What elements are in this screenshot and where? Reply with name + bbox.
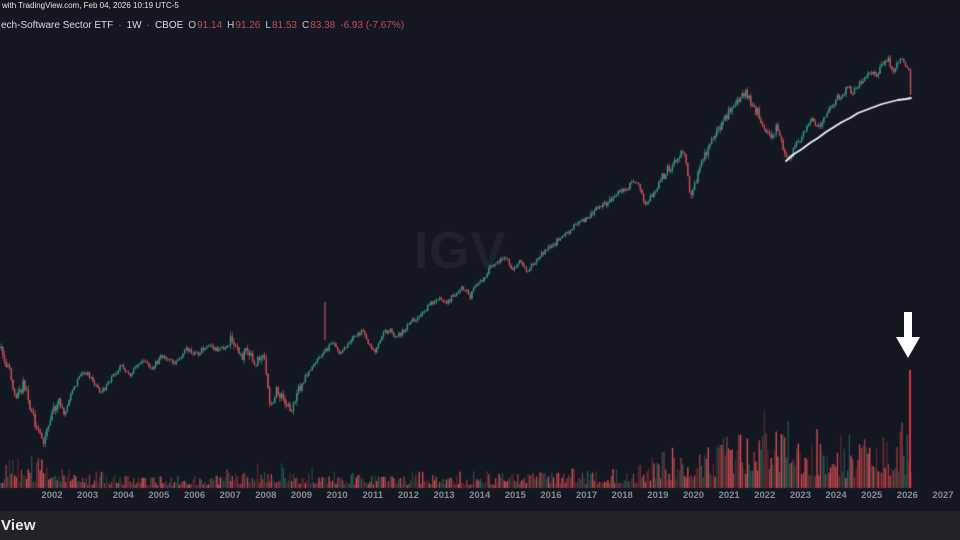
x-axis-year-label: 2003	[77, 490, 99, 501]
symbol-legend: ech-Software Sector ETF · 1W · CBOE O 91…	[1, 20, 404, 31]
attribution-text: with TradingView.com, Feb 04, 2026 10:19…	[2, 1, 179, 10]
x-axis-year-label: 2025	[861, 490, 883, 501]
tradingview-logo[interactable]: View	[1, 517, 36, 534]
symbol-name: ech-Software Sector ETF	[1, 20, 114, 31]
x-axis-year-label: 2002	[41, 490, 63, 501]
x-axis-year-label: 2007	[219, 490, 241, 501]
x-axis-year-label: 2022	[754, 490, 776, 501]
x-axis-year-label: 2009	[290, 490, 313, 501]
separator-dot: ·	[146, 20, 150, 31]
x-axis-year-label: 2008	[255, 490, 277, 501]
ohlc-high: H 91.26	[227, 20, 261, 31]
x-axis-year-label: 2015	[504, 490, 526, 501]
x-axis-year-label: 2006	[183, 490, 206, 501]
x-axis-year-label: 2013	[433, 490, 455, 501]
ohlc-open: O 91.14	[188, 20, 223, 31]
chart-interval: 1W	[126, 20, 142, 31]
ohlc-low: L 81.53	[265, 20, 297, 31]
exchange-name: CBOE	[154, 20, 184, 31]
x-axis-year-label: 2014	[469, 490, 491, 501]
x-axis-year-label: 2012	[397, 490, 419, 501]
separator-dot: ·	[118, 20, 122, 31]
x-axis-year-label: 2021	[718, 490, 740, 501]
x-axis-year-label: 2011	[362, 490, 384, 501]
x-axis-year-label: 2016	[540, 490, 562, 501]
x-axis-year-label: 2004	[112, 490, 134, 501]
x-axis-year-label: 2017	[576, 490, 598, 501]
x-axis-year-label: 2026	[896, 490, 918, 501]
x-axis-year-label: 2010	[326, 490, 348, 501]
x-axis-year-label: 2020	[682, 490, 705, 501]
down-arrow-icon	[894, 312, 922, 365]
attribution-bar: with TradingView.com, Feb 04, 2026 10:19…	[0, 0, 960, 11]
x-axis-year-label: 2018	[611, 490, 633, 501]
ohlc-close: C 83.38	[301, 20, 336, 31]
x-axis-year-label: 2019	[647, 490, 669, 501]
price-change: -6.93 (-7.67%)	[340, 20, 405, 31]
x-axis-year-label: 2027	[932, 490, 954, 501]
x-axis-year-label: 2023	[789, 490, 812, 501]
footer-bar: View	[0, 511, 960, 540]
x-axis-year-label: 2005	[148, 490, 170, 501]
x-axis-year-label: 2024	[825, 490, 847, 501]
